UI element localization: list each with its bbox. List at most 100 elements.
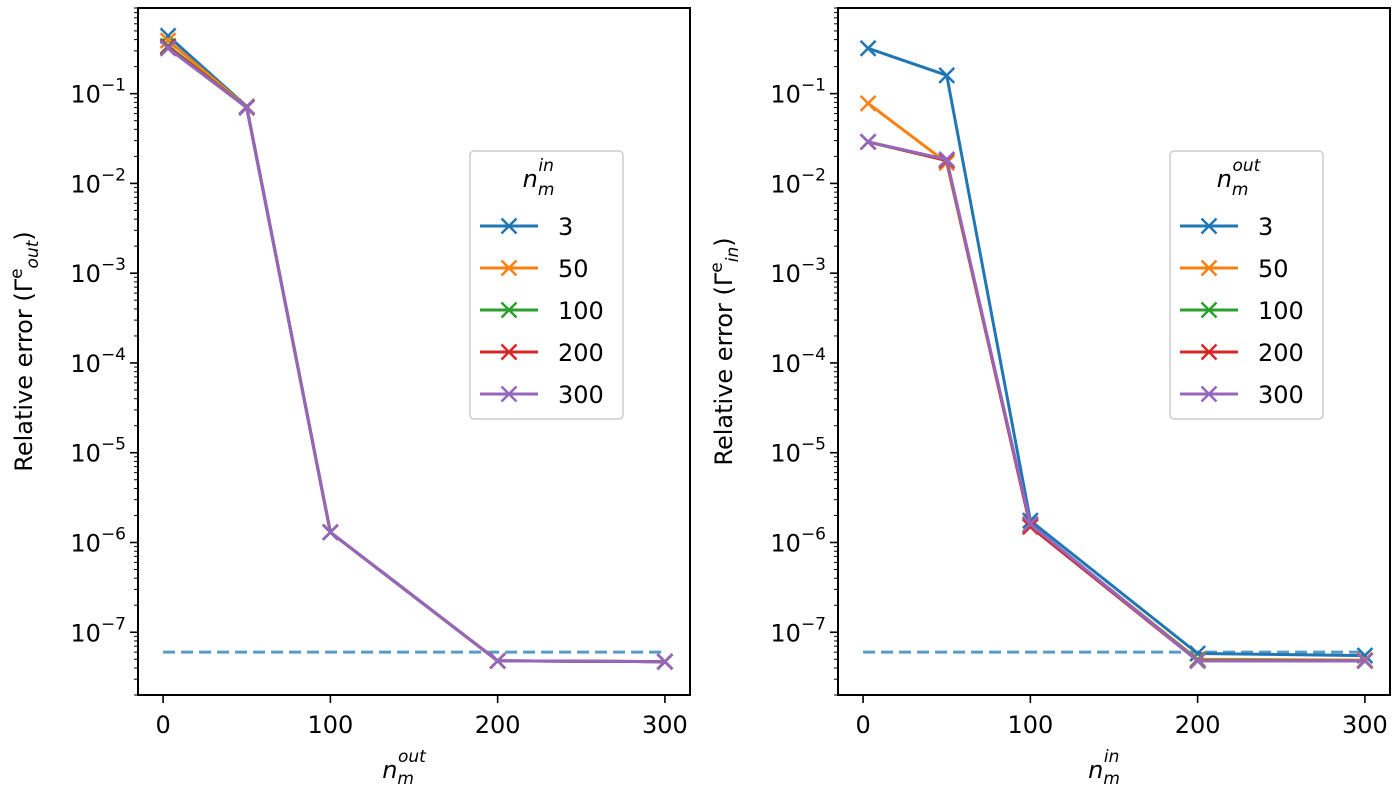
data-point-300 bbox=[1356, 652, 1374, 670]
legend-marker-300 bbox=[1200, 385, 1218, 403]
x-axis: 0 100 200 300 bbox=[855, 695, 1388, 739]
y-tick-label: 10−6 bbox=[770, 524, 826, 557]
axes-frame bbox=[837, 7, 1391, 696]
series-group bbox=[159, 27, 674, 671]
y-tick-label: 10−4 bbox=[770, 345, 826, 378]
y-tick-base: 10 bbox=[70, 260, 101, 288]
y-tick-exponent: −3 bbox=[801, 255, 826, 275]
legend-marker-100 bbox=[1200, 301, 1218, 319]
y-tick-exponent: −7 bbox=[801, 614, 826, 634]
y-tick-exponent: −1 bbox=[801, 76, 826, 96]
x-tick-label: 200 bbox=[1175, 711, 1221, 739]
x-label-sub: m bbox=[397, 769, 414, 789]
data-point-300 bbox=[238, 99, 256, 116]
data-point-300 bbox=[656, 653, 674, 671]
legend-label-200: 200 bbox=[1258, 339, 1304, 367]
legend-marker-200 bbox=[1200, 343, 1218, 361]
legend-marker-50 bbox=[1200, 259, 1218, 277]
legend: nm out 3 50 100 200 300 bbox=[1169, 150, 1324, 420]
y-tick-base: 10 bbox=[70, 350, 101, 378]
x-label-sup: out bbox=[398, 747, 427, 767]
axes-frame bbox=[137, 7, 691, 696]
legend-title-base: n bbox=[523, 165, 538, 193]
y-tick-base: 10 bbox=[770, 529, 801, 557]
y-label-sup: e bbox=[707, 262, 727, 272]
legend-label-200: 200 bbox=[558, 339, 604, 367]
legend-title: nm out bbox=[1217, 156, 1262, 200]
legend-marker-100 bbox=[500, 301, 518, 319]
y-label-suffix: ) bbox=[710, 237, 738, 246]
y-label-text: Relative error (Γ bbox=[10, 278, 38, 472]
y-tick-exponent: −6 bbox=[101, 524, 126, 544]
x-axis: 0 100 200 300 bbox=[155, 695, 688, 739]
legend: nm in 3 50 100 200 300 bbox=[469, 150, 624, 420]
series-group bbox=[859, 39, 1374, 670]
y-tick-exponent: −5 bbox=[801, 435, 826, 455]
data-point-300 bbox=[321, 523, 339, 541]
legend-title-base: n bbox=[1217, 165, 1232, 193]
y-tick-base: 10 bbox=[70, 529, 101, 557]
legend-marker-300 bbox=[500, 385, 518, 403]
y-tick-base: 10 bbox=[770, 81, 801, 109]
legend-marker-200 bbox=[500, 343, 518, 361]
y-tick-exponent: −2 bbox=[101, 165, 126, 185]
y-tick-exponent: −4 bbox=[801, 345, 826, 365]
y-axis: 10−110−210−310−410−510−610−7 bbox=[770, 7, 838, 696]
x-tick-label: 100 bbox=[307, 711, 353, 739]
legend-marker-3 bbox=[500, 217, 518, 235]
x-tick-label: 0 bbox=[855, 711, 870, 739]
y-tick-label: 10−1 bbox=[70, 76, 126, 109]
x-tick-label: 0 bbox=[155, 711, 170, 739]
y-tick-exponent: −1 bbox=[101, 76, 126, 96]
y-tick-exponent: −6 bbox=[801, 524, 826, 544]
legend-title-sub: m bbox=[1232, 180, 1249, 200]
x-label-sub: m bbox=[1103, 769, 1120, 789]
y-label-sup: e bbox=[7, 268, 27, 278]
chart-panel-1: 0 100 200 30010−110−210−310−410−510−610−7Re… bbox=[7, 7, 691, 789]
y-tick-base: 10 bbox=[70, 81, 101, 109]
y-tick-label: 10−4 bbox=[70, 345, 126, 378]
legend-label-50: 50 bbox=[558, 255, 589, 283]
y-tick-exponent: −3 bbox=[101, 255, 126, 275]
y-tick-base: 10 bbox=[70, 170, 101, 198]
y-tick-exponent: −2 bbox=[801, 165, 826, 185]
y-tick-label: 10−3 bbox=[70, 255, 126, 288]
y-tick-label: 10−6 bbox=[70, 524, 126, 557]
x-label-base: n bbox=[1088, 756, 1103, 784]
y-tick-base: 10 bbox=[70, 619, 101, 647]
legend-label-3: 3 bbox=[1258, 213, 1273, 241]
data-point-50 bbox=[859, 94, 877, 112]
y-tick-exponent: −7 bbox=[101, 614, 126, 634]
data-point-300 bbox=[859, 133, 877, 151]
legend-title-sup: out bbox=[1232, 156, 1261, 176]
data-point-3 bbox=[859, 39, 877, 57]
data-point-300 bbox=[159, 39, 177, 57]
legend-title: nm in bbox=[523, 156, 555, 200]
data-point-300 bbox=[938, 151, 956, 168]
x-label-sup: in bbox=[1104, 747, 1120, 767]
y-tick-label: 10−2 bbox=[770, 165, 826, 198]
y-label-text: Relative error (Γ bbox=[710, 272, 738, 466]
legend-marker-3 bbox=[1200, 217, 1218, 235]
y-axis-label: Relative error (Γeout) bbox=[7, 231, 43, 472]
x-label-base: n bbox=[382, 756, 397, 784]
chart-panel-2: 0 100 200 30010−110−210−310−410−510−610−7Re… bbox=[707, 7, 1391, 789]
legend-label-300: 300 bbox=[1258, 381, 1304, 409]
x-tick-label: 300 bbox=[642, 711, 688, 739]
y-label-sub: in bbox=[723, 247, 743, 263]
y-tick-label: 10−2 bbox=[70, 165, 126, 198]
y-axis-label: Relative error (Γein) bbox=[707, 237, 743, 465]
y-tick-base: 10 bbox=[770, 350, 801, 378]
y-tick-base: 10 bbox=[770, 440, 801, 468]
y-tick-label: 10−7 bbox=[770, 614, 826, 647]
data-point-300 bbox=[1021, 515, 1039, 533]
y-tick-base: 10 bbox=[770, 619, 801, 647]
y-tick-label: 10−3 bbox=[770, 255, 826, 288]
y-tick-exponent: −4 bbox=[101, 345, 126, 365]
data-point-3 bbox=[938, 66, 956, 84]
data-point-50 bbox=[159, 32, 177, 49]
legend-marker-50 bbox=[500, 259, 518, 277]
y-label-suffix: ) bbox=[10, 231, 38, 240]
legend-title-sup: in bbox=[538, 156, 554, 176]
